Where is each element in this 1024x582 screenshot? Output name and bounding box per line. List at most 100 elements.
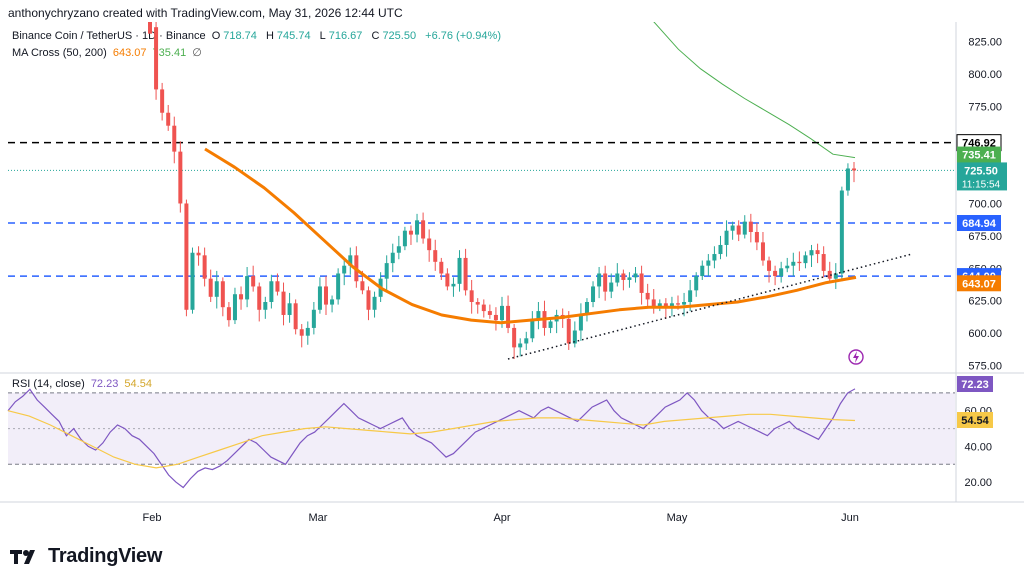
candle-body bbox=[839, 190, 844, 274]
candle-body bbox=[190, 252, 195, 310]
candle-body bbox=[742, 221, 747, 235]
candle-body bbox=[360, 281, 365, 291]
tradingview-logo[interactable]: TradingView bbox=[8, 545, 162, 568]
candle-body bbox=[251, 276, 256, 287]
level-price-label: 644.00 bbox=[962, 271, 996, 283]
candle-body bbox=[773, 270, 778, 277]
candle-body bbox=[694, 276, 699, 291]
price-tick-label: 600.00 bbox=[968, 328, 1002, 340]
candle-body bbox=[415, 220, 420, 235]
candle-body bbox=[542, 311, 547, 328]
candle-body bbox=[408, 230, 413, 235]
ma200-line bbox=[653, 22, 856, 159]
candle-body bbox=[366, 290, 371, 310]
candle-body bbox=[730, 225, 735, 231]
candle-body bbox=[220, 281, 225, 308]
candle-body bbox=[767, 260, 772, 271]
rsi-ma-value: 54.54 bbox=[124, 378, 152, 390]
candle-body bbox=[554, 314, 559, 322]
rsi-value-tag-label: 72.23 bbox=[961, 379, 989, 391]
candle-body bbox=[275, 281, 280, 292]
candle-body bbox=[712, 254, 717, 261]
candle-body bbox=[591, 286, 596, 302]
candle-body bbox=[518, 343, 523, 348]
candle-body bbox=[487, 311, 492, 315]
candle-body bbox=[706, 260, 711, 266]
support-trendline bbox=[507, 253, 913, 360]
candle-body bbox=[506, 305, 511, 328]
rsi-value-tag bbox=[957, 376, 993, 392]
candle-body bbox=[578, 313, 583, 331]
time-tick-label: Apr bbox=[493, 512, 510, 524]
ma-cross-legend: MA Cross (50, 200) 643.07 735.41 ∅ bbox=[12, 46, 205, 59]
candle-body bbox=[536, 311, 541, 319]
candle-body bbox=[500, 305, 504, 321]
candle-body bbox=[845, 168, 850, 191]
candle-body bbox=[663, 303, 668, 309]
candle-body bbox=[560, 314, 565, 319]
candle-body bbox=[232, 294, 237, 321]
candle-body bbox=[348, 255, 353, 266]
last-price-label: 725.50 bbox=[964, 165, 998, 177]
price-tick-label: 650.00 bbox=[968, 263, 1002, 275]
candle-body bbox=[214, 281, 219, 297]
candle-body bbox=[299, 329, 304, 336]
last-price-tag bbox=[957, 162, 1007, 191]
symbol-legend: Binance Coin / TetherUS · 1D · Binance O… bbox=[12, 30, 504, 42]
level-price-label: 684.94 bbox=[962, 218, 997, 230]
ma50-value: 643.07 bbox=[112, 47, 147, 59]
axes: 575.00 600.00 625.00 650.00 675.00 700.00 725.… bbox=[0, 22, 1024, 524]
candle-body bbox=[657, 303, 662, 308]
candle-body bbox=[324, 286, 328, 305]
candle-body bbox=[184, 203, 189, 310]
candle-body bbox=[317, 286, 322, 310]
price-tick-label: 800.00 bbox=[968, 69, 1002, 81]
rsi-label[interactable]: RSI (14, close) bbox=[12, 378, 85, 390]
symbol-title[interactable]: Binance Coin / TetherUS · 1D · Binance bbox=[12, 30, 206, 42]
candle-body bbox=[226, 307, 231, 321]
candle-body bbox=[779, 268, 784, 277]
tradingview-logo-icon bbox=[10, 549, 35, 564]
candle-body bbox=[785, 265, 790, 269]
rsi-line bbox=[7, 388, 856, 489]
level-price-label: 746.92 bbox=[962, 138, 996, 150]
candle-body bbox=[669, 303, 674, 309]
rsi-tick-label: 40.00 bbox=[964, 441, 992, 453]
ma-cross-label[interactable]: MA Cross (50, 200) bbox=[12, 47, 107, 59]
price-tick-label: 700.00 bbox=[968, 198, 1002, 210]
ma200-value: 735.41 bbox=[152, 47, 187, 59]
price-tick-label: 625.00 bbox=[968, 296, 1002, 308]
candle-body bbox=[821, 254, 826, 271]
candle-body bbox=[572, 330, 577, 344]
price-tick-label: 725.00 bbox=[968, 166, 1002, 178]
candle-body bbox=[245, 276, 250, 300]
candle-body bbox=[621, 273, 626, 280]
ma200-price-label: 735.41 bbox=[962, 150, 996, 162]
candle-body bbox=[797, 261, 802, 264]
candle-body bbox=[524, 338, 529, 344]
candle-body bbox=[493, 314, 498, 321]
candle-body bbox=[342, 265, 347, 274]
candle-body bbox=[676, 303, 680, 305]
candle-body bbox=[311, 309, 316, 328]
candle-body bbox=[354, 255, 359, 282]
candle-body bbox=[396, 246, 401, 253]
rsi-tick-label: 20.00 bbox=[964, 477, 992, 489]
time-tick-label: Jun bbox=[841, 512, 859, 524]
ohlc-close: C 725.50 bbox=[371, 30, 417, 42]
ma50-line bbox=[204, 147, 857, 325]
countdown-label: 11:15:54 bbox=[962, 179, 1001, 190]
candle-body bbox=[427, 238, 432, 251]
candle-body bbox=[160, 89, 165, 113]
rsi-ma-tag bbox=[957, 412, 993, 428]
level-price-tag bbox=[956, 134, 1002, 152]
candle-body bbox=[645, 292, 650, 300]
created-by-caption: anthonychryzano created with TradingView… bbox=[8, 6, 403, 20]
candle-body bbox=[239, 294, 244, 300]
ma-gap-glyph: ∅ bbox=[192, 47, 202, 59]
rsi-tick-label: 60.00 bbox=[964, 406, 992, 418]
candle-body bbox=[809, 250, 814, 256]
price-tick-label: 750.00 bbox=[968, 134, 1002, 146]
candle-body bbox=[566, 318, 571, 344]
candle-body bbox=[475, 302, 480, 305]
